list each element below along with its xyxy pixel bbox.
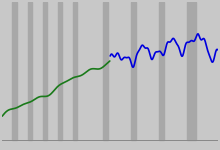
Bar xyxy=(43,2,47,140)
Bar xyxy=(159,2,164,140)
Bar xyxy=(103,2,108,140)
Bar xyxy=(131,2,136,140)
Bar xyxy=(28,2,32,140)
Bar xyxy=(12,2,17,140)
Bar xyxy=(73,2,77,140)
Bar xyxy=(187,2,196,140)
Bar xyxy=(58,2,62,140)
